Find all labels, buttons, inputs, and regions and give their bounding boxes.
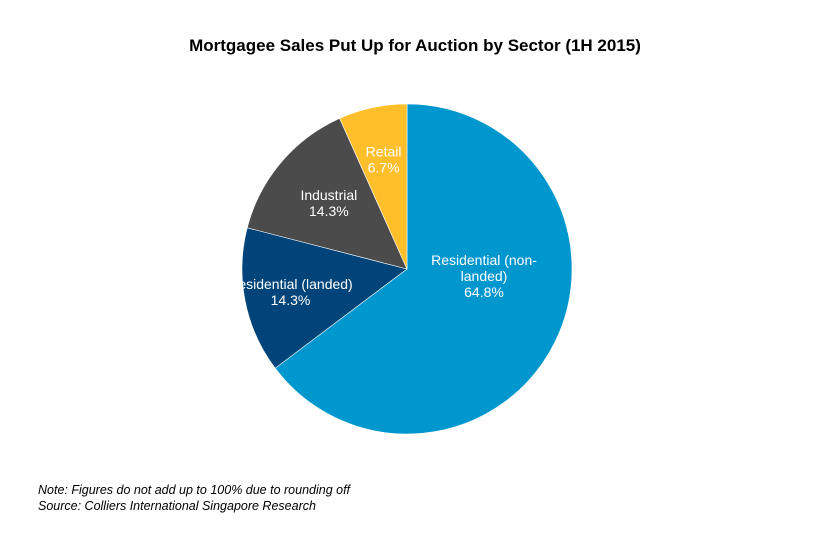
footnotes: Note: Figures do not add up to 100% due …	[38, 482, 350, 514]
data-label-category: Residential (landed)	[228, 276, 353, 292]
data-label-category: landed)	[461, 268, 508, 284]
data-label-residential-landed: Residential (landed) 14.3%	[228, 276, 353, 308]
chart-title: Mortgagee Sales Put Up for Auction by Se…	[189, 36, 641, 55]
data-label-category: Residential (non-	[431, 252, 537, 268]
data-label-value: 14.3%	[309, 203, 349, 219]
data-label-residential-non-landed: Residential (non-landed) 64.8%	[431, 252, 537, 300]
data-label-value: 64.8%	[464, 284, 504, 300]
pie-slice-residential-non-landed	[274, 103, 573, 435]
pie-labels: Residential (non-landed) 64.8%Residential…	[228, 143, 537, 308]
data-label-category: Industrial	[300, 187, 357, 203]
note-text: Note: Figures do not add up to 100% due …	[38, 483, 351, 497]
data-label-category: Retail	[366, 143, 402, 159]
source-text: Source: Colliers International Singapore…	[38, 499, 316, 513]
data-label-value: 14.3%	[271, 292, 311, 308]
pie-slice-industrial	[246, 117, 408, 270]
data-label-industrial: Industrial 14.3%	[300, 187, 357, 219]
data-label-retail: Retail 6.7%	[366, 143, 402, 175]
pie-slice-residential-landed	[241, 227, 408, 369]
data-label-value: 6.7%	[368, 159, 400, 175]
pie-slices	[241, 103, 573, 435]
pie-slice-retail	[339, 103, 408, 270]
